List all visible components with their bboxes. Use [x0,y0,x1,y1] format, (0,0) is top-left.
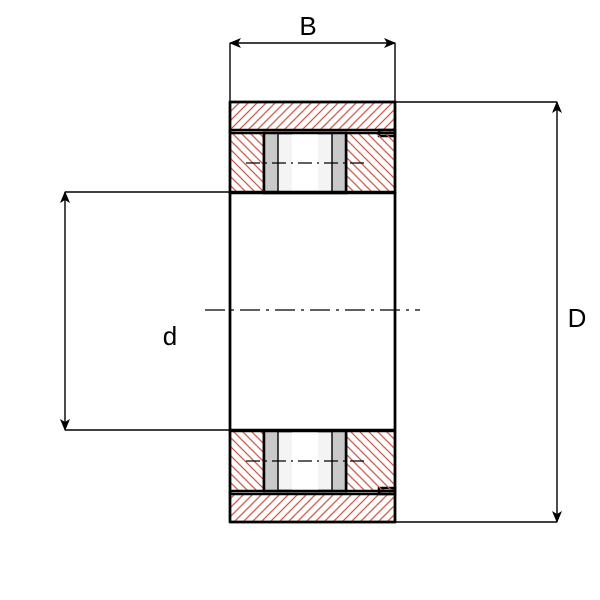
dimension-label-B: B [299,11,316,41]
outer-ring-top [230,102,395,130]
dimension-label-D: D [568,303,587,333]
outer-ring-bottom [230,494,395,522]
bearing-cross-section-diagram: B D d [0,0,600,600]
dimension-label-d: d [163,321,177,351]
